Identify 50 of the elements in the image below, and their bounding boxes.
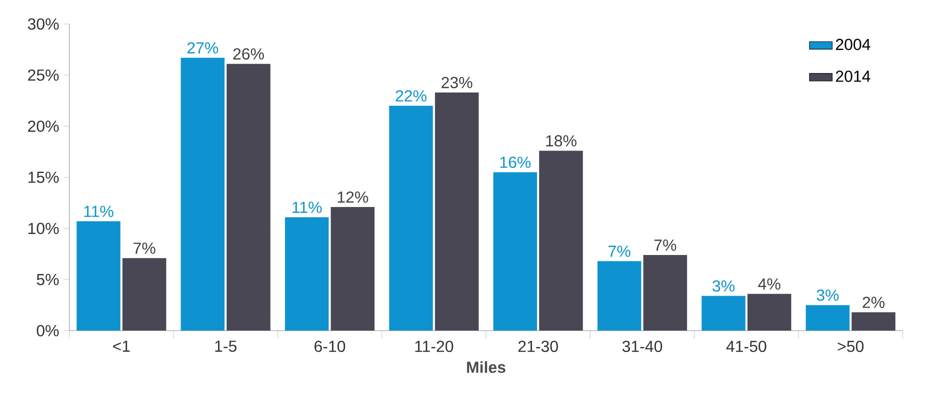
bar [330,206,375,331]
data-label: 23% [442,76,472,88]
bar [226,64,270,331]
data-label: 11% [84,206,114,218]
data-label: 4% [758,278,780,290]
bar [643,255,688,331]
bar [284,217,329,331]
y-tick-label: 15% [28,172,59,183]
data-label: 16% [500,156,531,168]
data-label: 22% [396,90,426,102]
bar [493,172,538,331]
data-label: 27% [187,42,218,54]
data-label: 26% [233,48,264,60]
data-label: 12% [338,191,368,203]
x-tick-label: 21-30 [518,340,558,352]
x-tick-label: 1-5 [215,340,236,352]
data-label: 7% [608,246,630,257]
bar [597,261,642,331]
data-label: 3% [712,280,734,292]
legend-label: 2014 [836,70,870,82]
x-tick-label: 6-10 [314,340,346,352]
y-tick-label: 30% [28,18,59,30]
bar [180,58,225,331]
bar [389,106,433,331]
bar [434,92,479,331]
y-tick-label: 0% [36,325,59,336]
y-tick-label: 25% [28,69,59,81]
data-label: 7% [134,242,156,254]
x-tick-label: 11-20 [415,340,454,352]
x-tick-label: 31-40 [622,340,662,352]
bar [806,305,850,331]
x-axis-title: Miles [467,361,506,373]
bar [539,150,583,331]
bar [747,294,792,331]
legend-label: 2004 [836,38,870,50]
x-tick-label: 41-50 [726,340,766,352]
data-label: 7% [654,240,676,251]
y-tick-label: 10% [28,222,59,234]
data-label: 18% [546,135,576,146]
x-tick-label: <1 [113,340,130,352]
y-tick-label: 5% [36,274,59,286]
data-label: 2% [862,296,884,308]
x-tick-label: >50 [838,340,864,352]
bar [702,296,746,331]
bar [122,258,166,331]
data-label: 3% [816,290,839,301]
y-tick-label: 20% [28,120,59,132]
data-label: 11% [292,202,322,213]
bar [852,312,896,331]
bar [76,221,120,331]
